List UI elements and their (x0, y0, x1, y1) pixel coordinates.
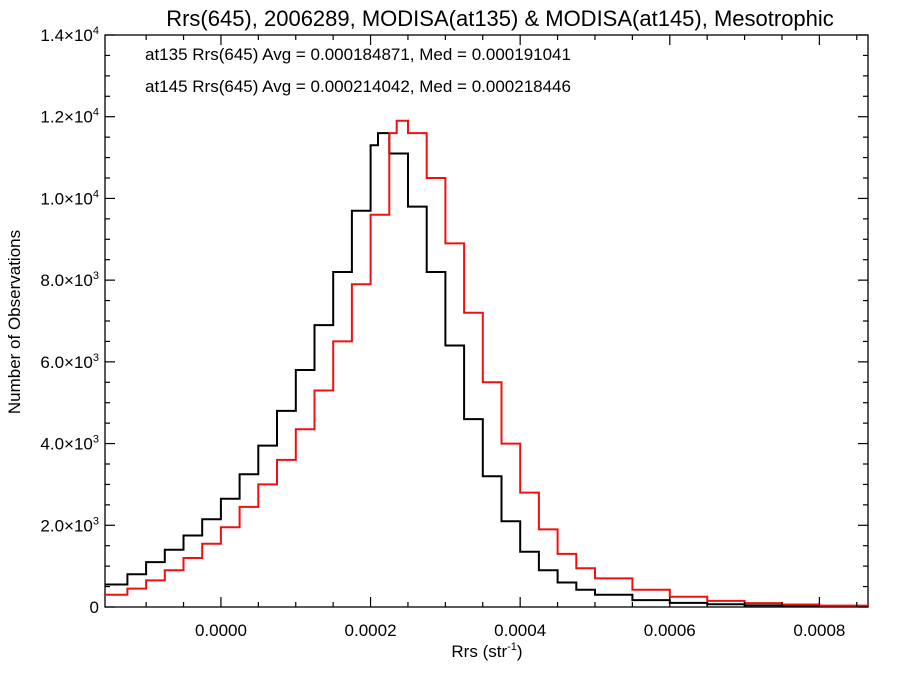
legend-entry-at135: at135 Rrs(645) Avg = 0.000184871, Med = … (145, 45, 571, 64)
series-line-0 (105, 132, 869, 608)
series-layer (105, 119, 869, 608)
y-tick-label: 6.0×103 (40, 352, 99, 372)
x-tick-label: 0.0004 (494, 621, 546, 640)
y-tick-label: 1.2×104 (40, 107, 99, 127)
x-tick-label: 0.0000 (195, 621, 247, 640)
x-axis-ticks: 0.0000 0.0002 0.0004 0.0006 0.0008 (145, 35, 858, 640)
legend: at135 Rrs(645) Avg = 0.000184871, Med = … (145, 45, 571, 96)
x-axis-label-superscript: -1 (507, 641, 517, 653)
y-tick-label: 1.4×104 (40, 25, 99, 45)
x-axis-label: Rrs (str-1) (451, 641, 522, 661)
y-tick-label: 4.0×103 (40, 434, 99, 454)
y-axis-ticks: 0 2.0×103 4.0×103 6.0×103 8.0×103 1.0×104 1.2×… (40, 25, 868, 617)
y-axis-label: Number of Observations (5, 230, 24, 414)
legend-entry-at145: at145 Rrs(645) Avg = 0.000214042, Med = … (145, 77, 571, 96)
x-tick-label: 0.0008 (793, 621, 845, 640)
y-tick-label: 0 (90, 598, 99, 617)
chart-title: Rrs(645), 2006289, MODISA(at135) & MODIS… (166, 6, 834, 31)
y-tick-label: 2.0×103 (40, 515, 99, 535)
y-tick-label: 8.0×103 (40, 270, 99, 290)
y-tick-label: 1.0×104 (40, 188, 99, 208)
series-line-1 (105, 119, 869, 607)
x-tick-label: 0.0006 (644, 621, 696, 640)
x-tick-label: 0.0002 (345, 621, 397, 640)
